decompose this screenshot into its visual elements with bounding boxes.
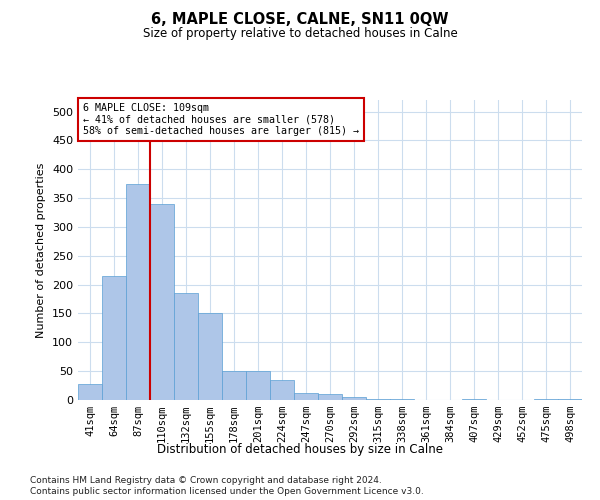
Bar xyxy=(174,294,198,400)
Bar xyxy=(318,394,342,400)
Bar xyxy=(222,371,246,400)
Bar xyxy=(294,392,318,400)
Bar xyxy=(198,314,222,400)
Bar xyxy=(246,371,270,400)
Text: 6 MAPLE CLOSE: 109sqm
← 41% of detached houses are smaller (578)
58% of semi-det: 6 MAPLE CLOSE: 109sqm ← 41% of detached … xyxy=(83,103,359,136)
Bar xyxy=(150,204,174,400)
Text: Size of property relative to detached houses in Calne: Size of property relative to detached ho… xyxy=(143,28,457,40)
Bar xyxy=(78,384,102,400)
Text: Distribution of detached houses by size in Calne: Distribution of detached houses by size … xyxy=(157,442,443,456)
Y-axis label: Number of detached properties: Number of detached properties xyxy=(37,162,46,338)
Text: Contains public sector information licensed under the Open Government Licence v3: Contains public sector information licen… xyxy=(30,487,424,496)
Bar xyxy=(270,380,294,400)
Bar xyxy=(366,399,390,400)
Bar xyxy=(102,276,126,400)
Bar xyxy=(342,397,366,400)
Text: 6, MAPLE CLOSE, CALNE, SN11 0QW: 6, MAPLE CLOSE, CALNE, SN11 0QW xyxy=(151,12,449,28)
Text: Contains HM Land Registry data © Crown copyright and database right 2024.: Contains HM Land Registry data © Crown c… xyxy=(30,476,382,485)
Bar xyxy=(126,184,150,400)
